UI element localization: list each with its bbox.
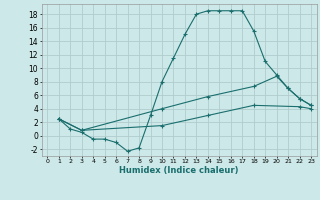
X-axis label: Humidex (Indice chaleur): Humidex (Indice chaleur) <box>119 166 239 175</box>
